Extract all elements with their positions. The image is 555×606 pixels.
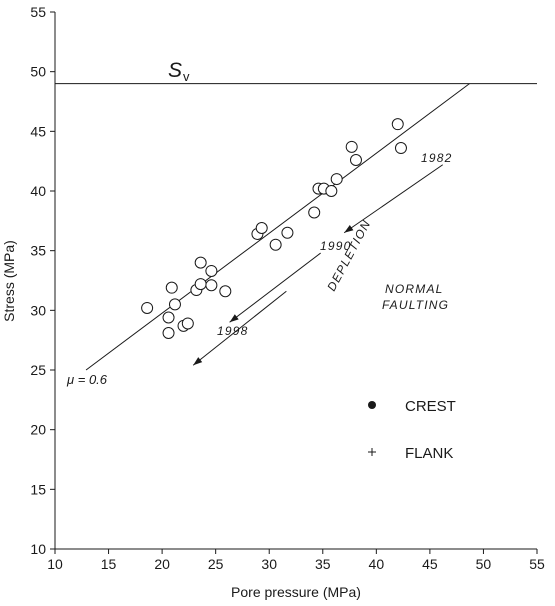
x-tick-label: 45 bbox=[422, 556, 438, 572]
x-tick-label: 50 bbox=[476, 556, 492, 572]
depletion-arrow-shaft bbox=[343, 164, 444, 234]
legend-flank-marker bbox=[368, 448, 376, 456]
x-tick-label: 55 bbox=[529, 556, 545, 572]
friction-line bbox=[85, 83, 470, 371]
data-point bbox=[308, 206, 321, 219]
normal-faulting-line2: FAULTING bbox=[382, 298, 449, 312]
data-point bbox=[194, 278, 207, 291]
y-tick-label: 55 bbox=[30, 4, 46, 20]
data-point bbox=[391, 118, 404, 131]
sv-label-main: S bbox=[168, 59, 182, 82]
sv-label: Sv bbox=[168, 59, 190, 84]
y-tick-label: 25 bbox=[30, 362, 46, 378]
data-point bbox=[181, 317, 194, 330]
friction-label: μ = 0.6 bbox=[66, 372, 108, 387]
data-point bbox=[219, 285, 232, 298]
x-tick-label: 15 bbox=[101, 556, 117, 572]
legend-flank-label: FLANK bbox=[405, 445, 453, 462]
depletion-arrow-head bbox=[229, 314, 239, 323]
data-point bbox=[162, 311, 175, 324]
data-point bbox=[194, 256, 207, 269]
legend-crest-marker bbox=[368, 401, 376, 409]
sv-line-group: Sv bbox=[55, 59, 537, 85]
x-tick-label: 25 bbox=[208, 556, 224, 572]
year-1982-label: 1982 bbox=[421, 151, 453, 165]
x-tick-label: 10 bbox=[47, 556, 63, 572]
y-tick-label: 45 bbox=[30, 123, 46, 139]
data-point bbox=[165, 281, 178, 294]
y-tick-label: 15 bbox=[30, 481, 46, 497]
data-points bbox=[141, 118, 407, 340]
y-tick-label: 20 bbox=[30, 422, 46, 438]
x-axis-title: Pore pressure (MPa) bbox=[231, 584, 361, 600]
y-axis-title: Stress (MPa) bbox=[1, 240, 17, 322]
data-point bbox=[394, 142, 407, 155]
data-point bbox=[349, 153, 362, 166]
x-axis-ticks: 10 15 20 25 30 35 40 45 50 55 bbox=[47, 549, 545, 572]
data-point bbox=[345, 140, 358, 153]
depletion-arrow-head bbox=[193, 357, 203, 366]
data-point bbox=[330, 173, 343, 186]
normal-faulting-line1: NORMAL bbox=[385, 282, 444, 296]
plot-frame bbox=[54, 12, 537, 550]
data-point bbox=[141, 301, 154, 314]
legend-crest-label: CREST bbox=[405, 398, 456, 415]
data-point bbox=[168, 298, 181, 311]
x-tick-label: 30 bbox=[261, 556, 277, 572]
data-point bbox=[162, 327, 175, 340]
y-tick-label: 10 bbox=[30, 541, 46, 557]
depletion-arrow-head bbox=[344, 225, 354, 233]
depletion-arrow-shaft bbox=[229, 252, 321, 323]
y-tick-label: 35 bbox=[30, 243, 46, 259]
y-tick-label: 50 bbox=[30, 64, 46, 80]
sv-label-subscript: v bbox=[183, 69, 190, 84]
data-point bbox=[269, 238, 282, 251]
x-tick-label: 35 bbox=[315, 556, 331, 572]
data-point bbox=[255, 221, 268, 234]
data-point bbox=[205, 264, 218, 277]
year-1990-label: 1990 bbox=[320, 239, 352, 253]
year-1998-label: 1998 bbox=[217, 324, 249, 338]
depletion-arrows bbox=[192, 164, 444, 366]
x-tick-label: 40 bbox=[369, 556, 385, 572]
data-point bbox=[205, 279, 218, 292]
data-point bbox=[325, 185, 338, 197]
x-tick-label: 20 bbox=[154, 556, 170, 572]
legend: CREST FLANK bbox=[368, 398, 456, 462]
data-point bbox=[281, 226, 294, 239]
y-tick-label: 30 bbox=[30, 302, 46, 318]
y-axis-ticks: 10 15 20 25 30 35 40 45 50 55 bbox=[30, 4, 55, 557]
depletion-arrow-shaft bbox=[192, 290, 287, 366]
y-tick-label: 40 bbox=[30, 183, 46, 199]
